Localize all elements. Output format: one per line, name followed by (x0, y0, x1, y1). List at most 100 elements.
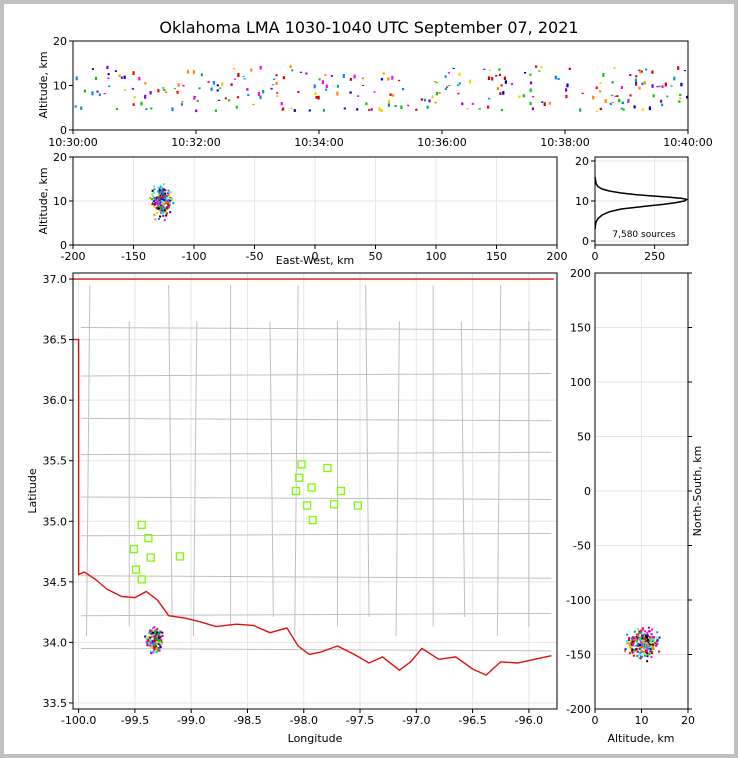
time-height-source-mark (207, 81, 210, 83)
ns-height-source-mark (632, 638, 635, 641)
ns-height-source-mark (639, 630, 642, 633)
ew-height-source-mark (164, 211, 167, 214)
time-height-source-mark (614, 95, 617, 97)
county-line (80, 532, 552, 537)
time-height-source-mark (426, 105, 429, 109)
ns-height-source-mark (639, 655, 642, 658)
plan-view-source-mark (158, 639, 161, 642)
time-height-source-mark (488, 69, 492, 71)
plan-view-source-mark (157, 632, 160, 635)
county-line (80, 451, 552, 456)
ew-height-source-mark (162, 204, 165, 207)
ew-height-xtick-label: 50 (369, 250, 383, 263)
time-height-source-mark (491, 77, 494, 81)
time-height-source-mark (599, 107, 602, 111)
time-height-source-mark (186, 69, 190, 74)
plan-view-source-mark (149, 636, 152, 639)
time-height-source-mark (297, 90, 300, 94)
time-height-source-mark (361, 84, 365, 86)
time-height-source-mark (305, 72, 308, 75)
plan-view-source-mark (157, 633, 160, 636)
time-height-source-mark (177, 83, 180, 87)
time-height-source-mark (336, 91, 339, 96)
ns-height-xtick-label: 0 (592, 714, 599, 727)
plan-view-ytick-label: 34.5 (43, 576, 68, 589)
time-height-source-mark (458, 82, 461, 85)
plan-view-source-mark (159, 638, 162, 641)
time-height-source-mark (638, 86, 641, 90)
time-height-source-mark (487, 105, 490, 109)
ew-height-source-mark (157, 194, 160, 196)
ew-height-source-mark (151, 203, 154, 206)
ns-height-source-mark (649, 637, 652, 640)
time-height-source-mark (140, 101, 143, 106)
ns-height-source-mark (643, 642, 646, 645)
time-height-source-mark (648, 106, 651, 111)
ew-height-source-mark (161, 204, 163, 207)
ew-height-source-mark (154, 218, 157, 221)
ns-height-source-mark (635, 643, 638, 646)
time-height-source-mark (314, 92, 317, 95)
ew-height-source-mark (166, 201, 169, 204)
time-height-ytick-label: 10 (53, 80, 67, 93)
plan-view-source-mark (153, 630, 156, 633)
ns-height-source-mark (653, 633, 656, 636)
ns-height-source-mark (642, 637, 645, 640)
ns-height-source-mark (644, 654, 646, 657)
plan-view-ytick-label: 35.5 (43, 455, 68, 468)
ew-height-source-mark (165, 189, 168, 192)
ew-height-source-mark (169, 211, 172, 214)
ns-height-source-mark (645, 646, 648, 649)
time-height-source-mark (91, 68, 94, 70)
figure-canvas: Oklahoma LMA 1030-1040 UTC September 07,… (4, 4, 734, 754)
ns-height-source-mark (641, 655, 644, 658)
ns-height-source-mark (643, 633, 646, 636)
ew-height-source-mark (168, 204, 171, 207)
ns-height-source-mark (655, 644, 658, 647)
plan-view-source-mark (160, 641, 163, 643)
time-height-xtick-label: 10:34:00 (294, 136, 343, 149)
ns-height-source-mark (628, 645, 631, 648)
ns-height-source-mark (637, 644, 640, 647)
plan-view-source-mark (161, 642, 164, 645)
county-line (80, 417, 552, 422)
plan-view-source-mark (155, 635, 157, 638)
lma-station-marker (308, 515, 317, 525)
time-height-source-mark (498, 73, 501, 76)
ns-height-source-mark (652, 648, 655, 650)
time-height-source-mark (94, 76, 98, 80)
ns-height-source-mark (650, 642, 653, 645)
time-height-axes-frame (72, 40, 689, 131)
ns-height-source-mark (649, 643, 651, 645)
ew-height-source-mark (162, 183, 165, 186)
time-height-source-mark (565, 88, 568, 92)
time-height-source-mark (566, 83, 569, 88)
time-height-source-mark (273, 78, 276, 80)
ew-height-source-mark (162, 192, 165, 195)
ns-height-ytick-label: 150 (570, 322, 591, 335)
ns-height-source-mark (645, 649, 648, 652)
time-height-source-mark (389, 93, 392, 96)
ew-height-source-mark (160, 193, 163, 195)
time-height-source-mark (686, 95, 689, 99)
plan-view-source-mark (153, 626, 156, 629)
plan-view-source-mark (159, 634, 162, 637)
time-height-source-mark (415, 108, 418, 111)
time-height-source-mark (224, 97, 227, 100)
ew-height-source-mark (163, 201, 166, 204)
plan-view-ytick-label: 35.0 (43, 515, 68, 528)
time-height-source-mark (218, 87, 222, 89)
time-height-source-mark (635, 75, 638, 78)
plan-view-source-mark (151, 637, 153, 640)
ew-height-source-mark (155, 206, 158, 209)
ns-height-source-mark (637, 635, 640, 637)
ew-height-source-mark (166, 207, 168, 210)
ew-height-source-mark (169, 191, 172, 194)
plan-view-source-mark (148, 631, 151, 634)
ew-height-source-mark (162, 188, 165, 191)
plan-view-source-mark (161, 631, 164, 634)
time-height-source-mark (162, 87, 165, 89)
time-height-source-mark (308, 109, 311, 112)
time-height-source-mark (107, 77, 110, 80)
ns-height-ytick-label: -50 (573, 540, 591, 553)
